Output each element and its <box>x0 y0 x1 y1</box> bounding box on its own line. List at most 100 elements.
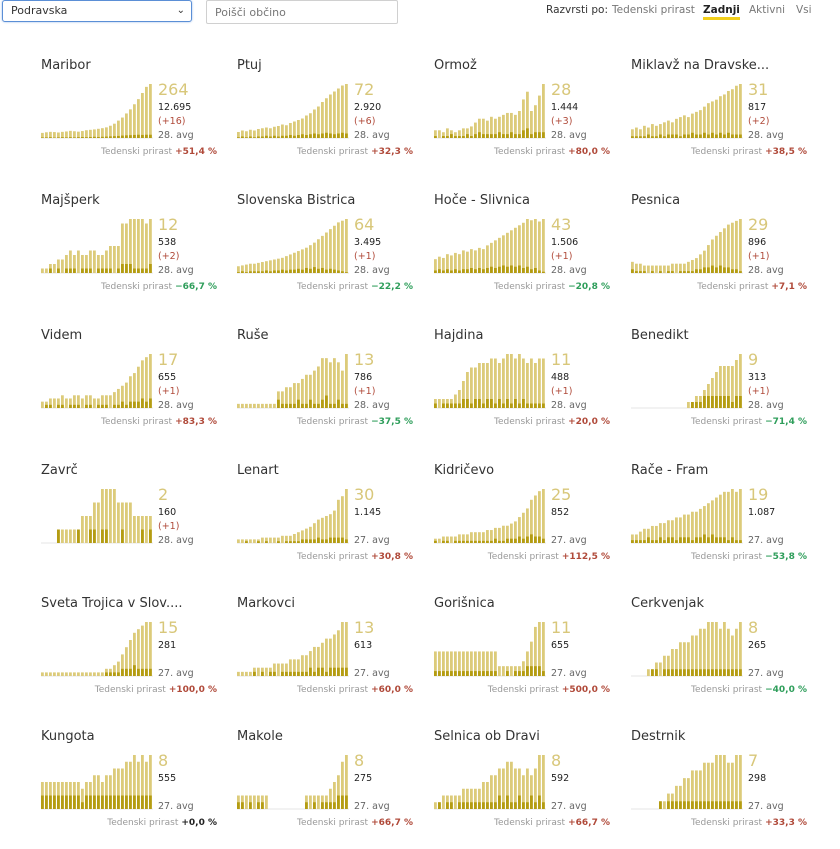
new-cases-bar <box>695 135 698 138</box>
new-cases-bar <box>337 270 340 273</box>
cases-bar-chart <box>41 755 153 809</box>
search-input[interactable] <box>206 0 398 24</box>
weekly-growth-label: Tedenski prirast <box>297 282 368 292</box>
new-cases-bar <box>466 802 469 809</box>
date-label: 28. avg <box>354 265 390 276</box>
active-cases-bar <box>715 755 718 809</box>
cases-bar-chart <box>434 354 546 408</box>
active-cases-bar <box>249 539 252 543</box>
new-cases-bar <box>149 135 152 138</box>
new-cases-bar <box>265 136 268 138</box>
municipality-name: Ptuj <box>237 58 367 73</box>
new-cases-bar <box>321 539 324 543</box>
active-cases-bar <box>691 260 694 273</box>
sort-option-weekly-growth[interactable]: Tedenski prirast <box>612 4 695 16</box>
active-cases-bar <box>715 622 718 676</box>
active-cases-bar <box>65 530 68 544</box>
new-cases-bar <box>683 669 686 676</box>
new-cases-bar <box>506 399 509 408</box>
active-cases-bar <box>105 127 108 138</box>
new-cases-bar <box>329 134 332 139</box>
region-select[interactable]: Podravska ⌄ <box>2 0 192 22</box>
new-cases-bar <box>526 267 529 273</box>
new-cases-bar <box>510 132 513 138</box>
new-cases-bar <box>101 137 104 138</box>
active-cases-bar <box>253 131 256 139</box>
active-cases-bar <box>530 359 533 409</box>
weekly-growth: Tedenski prirast+66,7 % <box>297 818 413 828</box>
total-cases: 12.695 <box>158 102 191 113</box>
weekly-growth: Tedenski prirast+100,0 % <box>95 685 217 695</box>
active-cases-bar <box>711 101 714 138</box>
daily-delta: (+1) <box>748 251 769 262</box>
sort-option-latest[interactable]: Zadnji <box>703 4 740 20</box>
new-cases-bar <box>101 405 104 408</box>
weekly-growth-label: Tedenski prirast <box>691 552 762 562</box>
active-cases-bar <box>538 222 541 273</box>
new-cases-bar <box>538 270 541 273</box>
active-cases-bar <box>534 219 537 273</box>
active-cases-bar <box>145 622 148 676</box>
new-cases-bar <box>321 802 324 809</box>
new-cases-bar <box>249 802 252 809</box>
cases-bar-chart <box>631 354 743 408</box>
new-cases-bar <box>317 269 320 273</box>
new-cases-bar <box>466 269 469 273</box>
active-cases-bar <box>245 265 248 273</box>
new-cases-bar <box>289 404 292 408</box>
active-cases-bar <box>333 358 336 408</box>
active-cases-bar <box>121 118 124 138</box>
weekly-growth-value: −53,8 % <box>765 552 807 562</box>
active-cases-bar <box>731 89 734 138</box>
active-cases-bar <box>81 398 84 408</box>
municipality-name: Benedikt <box>631 328 761 343</box>
sort-option-all[interactable]: Vsi <box>796 4 812 16</box>
active-cases: 2 <box>158 485 168 504</box>
active-cases-bar <box>125 113 128 138</box>
new-cases-bar <box>105 405 108 408</box>
daily-delta: (+2) <box>158 251 179 262</box>
new-cases-bar <box>530 534 533 543</box>
active-cases-bar <box>265 796 268 810</box>
new-cases-bar <box>141 669 144 676</box>
new-cases-bar <box>145 796 148 810</box>
new-cases-bar <box>675 669 678 676</box>
daily-delta: (+1) <box>748 386 769 397</box>
active-cases-bar <box>538 96 541 138</box>
new-cases-bar <box>683 271 686 273</box>
new-cases-bar <box>337 668 340 676</box>
sort-option-active[interactable]: Aktivni <box>749 4 785 16</box>
active-cases-bar <box>739 622 742 676</box>
new-cases-bar <box>474 802 477 809</box>
new-cases-bar <box>639 271 642 273</box>
new-cases-bar <box>486 134 489 138</box>
weekly-growth: Tedenski prirast+83,3 % <box>101 417 217 427</box>
new-cases-bar <box>237 272 240 273</box>
new-cases-bar <box>341 404 344 408</box>
new-cases-bar <box>643 271 646 273</box>
